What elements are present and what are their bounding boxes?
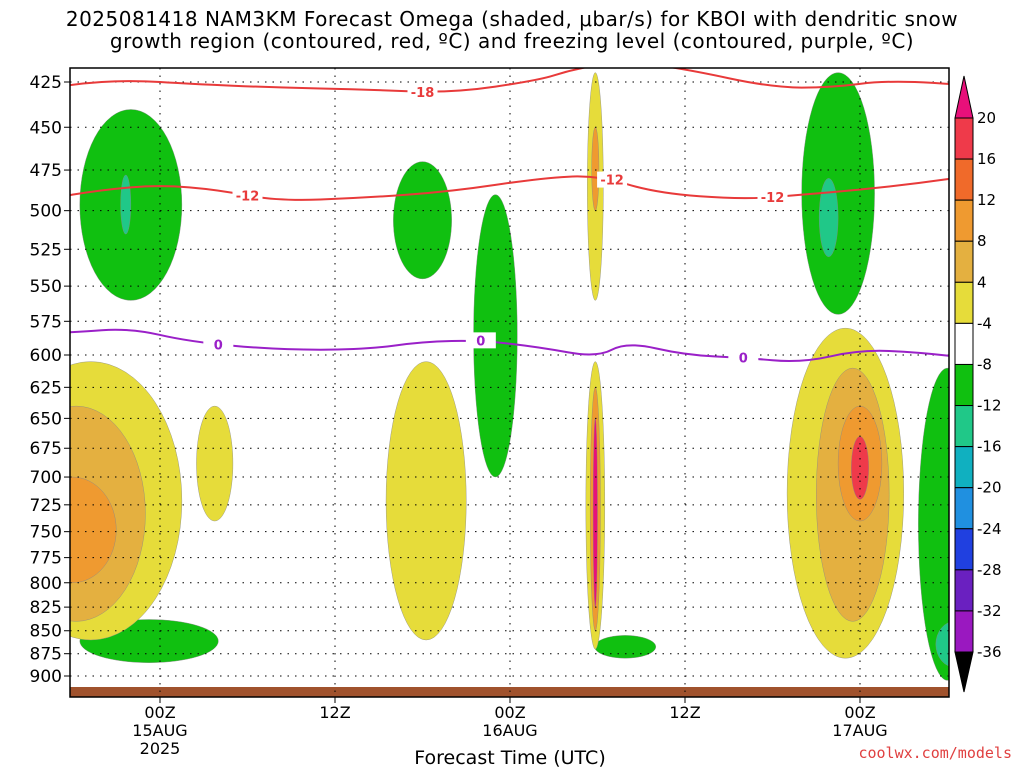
- omega-region-21: [592, 418, 598, 608]
- contour-line-m12: [70, 175, 949, 201]
- omega-region-23: [591, 127, 600, 211]
- colorbar-label: 4: [977, 273, 987, 291]
- x-tick-year: 2025: [140, 739, 181, 758]
- y-tick-label: 800: [30, 574, 62, 594]
- colorbar: 20 16 12 8 4 -4 -8 -12 -16 -20 -24 -28 -32 -36: [954, 75, 1002, 693]
- colorbar-segment: [954, 117, 974, 160]
- y-tick-label: 750: [30, 523, 62, 543]
- y-tick-label: 700: [30, 468, 62, 488]
- colorbar-label: -32: [977, 602, 1002, 620]
- y-tick-label: 500: [30, 202, 62, 222]
- x-tick-date: 16AUG: [482, 721, 537, 740]
- contour-label: 0: [476, 334, 485, 349]
- y-tick-label: 875: [30, 645, 62, 665]
- y-tick-label: 600: [30, 346, 62, 366]
- contour-label-bg: [407, 83, 438, 100]
- colorbar-segment: [954, 363, 974, 407]
- credit-text: coolwx.com/models: [858, 744, 1012, 762]
- y-tick-label: 725: [30, 496, 62, 516]
- x-tick-label: 00Z: [494, 703, 525, 722]
- contour-label-bg: [232, 187, 263, 204]
- y-tick-label: 625: [30, 378, 62, 398]
- omega-region-2: [393, 161, 452, 280]
- colorbar-label: 12: [977, 191, 996, 209]
- colorbar-label: 20: [977, 109, 996, 127]
- contour-label: -18: [411, 86, 435, 101]
- x-tick-date: 15AUG: [132, 721, 187, 740]
- omega-region-12: [70, 476, 117, 583]
- omega-region-7: [935, 622, 949, 667]
- y-tick-label: 425: [30, 73, 62, 93]
- omega-region-6: [918, 367, 949, 681]
- omega-region-14: [385, 361, 467, 641]
- y-tick-label: 675: [30, 439, 62, 459]
- omega-region-18: [851, 436, 869, 500]
- colorbar-top-arrow: [954, 75, 974, 119]
- omega-region-13: [196, 405, 234, 522]
- contour-label: -12: [761, 191, 785, 206]
- colorbar-label: -4: [977, 314, 992, 332]
- colorbar-label: 16: [977, 150, 996, 168]
- colorbar-label: -12: [977, 397, 1002, 415]
- contour-label-bg: [757, 189, 788, 206]
- contour-label: -12: [600, 174, 624, 189]
- colorbar-segment: [954, 405, 974, 448]
- y-tick-label: 575: [30, 312, 62, 332]
- y-tick-label: 450: [30, 118, 62, 138]
- y-tick-label: 900: [30, 667, 62, 687]
- omega-shading-layer: [70, 72, 949, 681]
- contour-label: 0: [739, 352, 748, 367]
- y-tick-label: 525: [30, 240, 62, 260]
- y-tick-label: 475: [30, 161, 62, 181]
- colorbar-bottom-arrow: [954, 651, 974, 693]
- contour-label: -12: [236, 189, 260, 204]
- colorbar-label: -36: [977, 643, 1002, 661]
- omega-region-9: [594, 635, 657, 659]
- contour-label-bg: [597, 171, 628, 188]
- x-tick-label: 00Z: [844, 703, 875, 722]
- contour-label-bg: [203, 336, 234, 353]
- contour-label-bg: [728, 349, 759, 366]
- colorbar-segment: [954, 240, 974, 283]
- colorbar-label: -8: [977, 355, 992, 373]
- x-tick-date: 17AUG: [832, 721, 887, 740]
- colorbar-label: 8: [977, 232, 987, 250]
- y-tick-label: 850: [30, 622, 62, 642]
- colorbar-segment: [954, 199, 974, 242]
- colorbar-segment: [954, 528, 974, 571]
- y-tick-label: 825: [30, 598, 62, 618]
- x-tick-label: 12Z: [319, 703, 350, 722]
- y-tick-label: 650: [30, 409, 62, 429]
- contour-label-bg: [465, 332, 496, 349]
- y-tick-label: 775: [30, 549, 62, 569]
- colorbar-segment: [954, 281, 974, 324]
- colorbar-label: -16: [977, 438, 1002, 456]
- omega-region-1: [120, 174, 132, 235]
- y-axis: 425 450 475 500 525 550 575 600 625 650 675 700 725 7…: [30, 73, 70, 687]
- colorbar-segment: [954, 610, 974, 653]
- contour-label: 0: [214, 338, 223, 353]
- x-tick-label: 12Z: [669, 703, 700, 722]
- chart-title-line-2: growth region (contoured, red, ºC) and f…: [109, 29, 915, 53]
- colorbar-segment: [954, 569, 974, 612]
- contour-line-m18: [70, 68, 949, 93]
- contour-line-0: [70, 328, 949, 362]
- contour-layer: -18 -12 -12 -12 0 0 0: [70, 68, 949, 367]
- omega-region-5: [818, 178, 839, 257]
- colorbar-label: -20: [977, 479, 1002, 497]
- colorbar-segment: [954, 322, 974, 365]
- colorbar-label: -24: [977, 520, 1002, 538]
- omega-region-4: [801, 72, 875, 315]
- chart-title-line-1: 2025081418 NAM3KM Forecast Omega (shaded…: [65, 7, 959, 31]
- colorbar-segment: [954, 158, 974, 201]
- colorbar-segment: [954, 487, 974, 530]
- colorbar-label: -28: [977, 561, 1002, 579]
- y-tick-label: 550: [30, 277, 62, 297]
- x-tick-label: 00Z: [144, 703, 175, 722]
- colorbar-segment: [954, 446, 974, 489]
- x-axis-label: Forecast Time (UTC): [414, 747, 605, 768]
